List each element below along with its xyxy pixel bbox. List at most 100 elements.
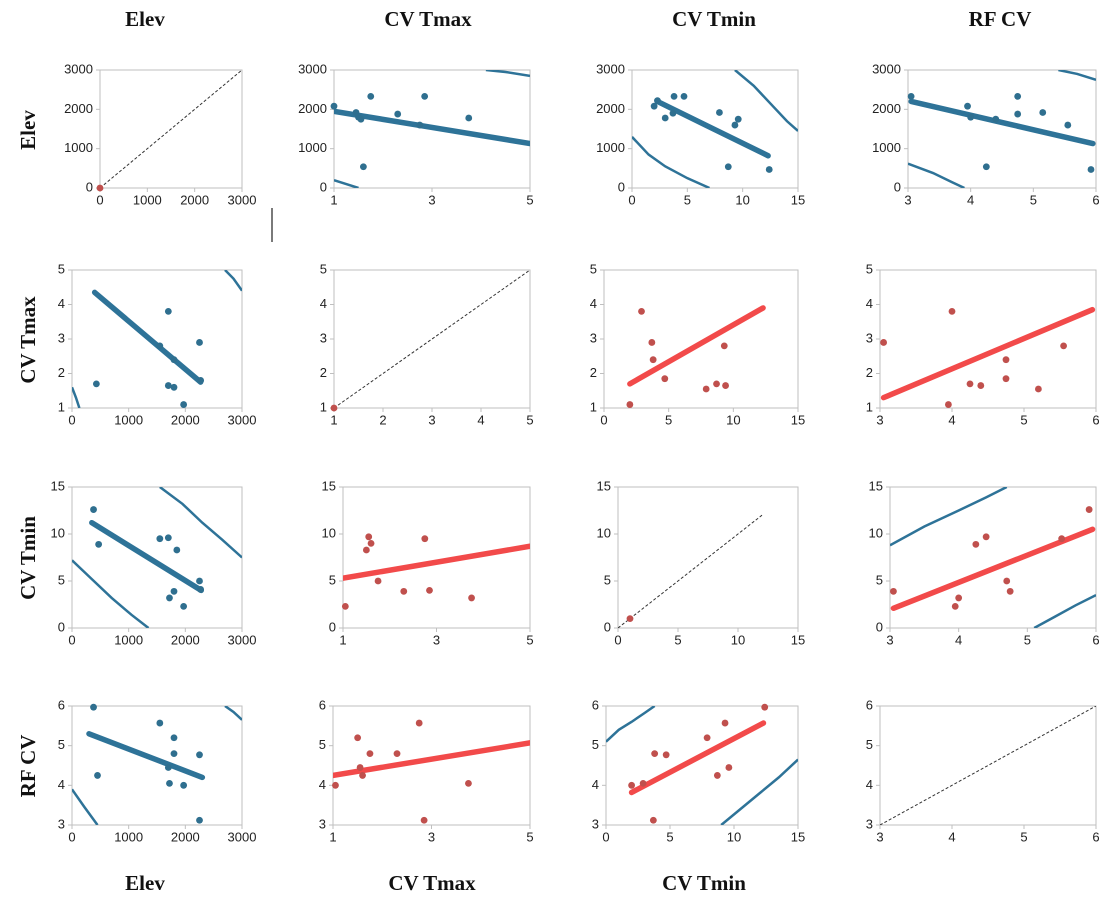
point <box>354 734 362 742</box>
column-title: CV Tmin <box>672 7 756 31</box>
point <box>170 750 178 757</box>
x-tick-label: 0 <box>628 192 635 207</box>
point <box>948 308 956 315</box>
panel: 3 4 5 6 0 5 10 15 <box>869 478 1100 647</box>
y-tick-label: 4 <box>866 777 873 792</box>
point <box>415 719 423 727</box>
point <box>360 163 367 171</box>
y-tick-label: 2000 <box>872 101 901 116</box>
plot-area <box>72 487 242 628</box>
row-title: Elev <box>16 110 40 150</box>
fit-line <box>880 306 1096 401</box>
bottom-title: Elev <box>125 871 165 895</box>
y-tick-label: 0 <box>604 619 611 634</box>
y-tick-label: 0 <box>618 179 625 194</box>
x-tick-label: 4 <box>948 412 955 427</box>
x-tick-label: 5 <box>526 632 533 647</box>
y-tick-label: 3 <box>592 816 599 831</box>
point <box>765 166 773 173</box>
plot-frame <box>605 705 799 826</box>
point <box>170 356 178 364</box>
point <box>1006 587 1014 595</box>
point <box>180 602 188 610</box>
y-tick-label: 5 <box>866 261 873 276</box>
reference-line <box>880 706 1096 825</box>
y-tick-label: 10 <box>51 525 65 540</box>
fit-line <box>334 108 530 147</box>
plot-area <box>908 70 1096 188</box>
point <box>649 356 657 364</box>
y-tick-label: 1 <box>320 399 327 414</box>
reference-line <box>100 70 242 188</box>
point <box>890 587 897 595</box>
y-tick-label: 1 <box>590 399 597 414</box>
point <box>964 102 971 110</box>
fit-line <box>627 305 766 387</box>
point <box>734 115 742 123</box>
point <box>393 750 401 757</box>
point <box>654 97 661 105</box>
point <box>1060 342 1067 350</box>
point <box>196 339 203 346</box>
point <box>197 586 205 593</box>
y-tick-label: 0 <box>58 619 65 634</box>
point <box>721 719 729 727</box>
point <box>332 781 339 789</box>
x-tick-label: 3000 <box>228 829 257 844</box>
point <box>731 121 739 129</box>
panel: 1 2 3 4 5 1 2 3 4 5 <box>320 261 534 427</box>
x-tick-label: 0 <box>68 412 75 427</box>
x-tick-label: 1000 <box>114 632 143 647</box>
y-tick-label: 2000 <box>596 101 625 116</box>
y-tick-label: 3000 <box>64 61 93 76</box>
point <box>1035 385 1042 393</box>
plot-area <box>333 740 530 779</box>
point <box>166 594 173 602</box>
y-tick-label: 4 <box>590 296 597 311</box>
point <box>367 540 375 547</box>
point <box>330 102 338 110</box>
point <box>95 540 103 548</box>
plot-frame <box>879 705 1097 826</box>
x-tick-label: 0 <box>68 829 75 844</box>
point <box>880 339 887 346</box>
point <box>1058 535 1066 543</box>
point <box>94 772 101 779</box>
point <box>156 535 164 543</box>
x-tick-label: 5 <box>665 412 672 427</box>
point <box>761 703 769 711</box>
point <box>661 375 669 383</box>
point <box>156 719 164 727</box>
point <box>164 382 172 389</box>
y-tick-label: 1 <box>866 399 873 414</box>
y-tick-label: 0 <box>894 179 901 194</box>
x-tick-label: 4 <box>967 192 974 207</box>
y-tick-label: 2 <box>320 365 327 380</box>
y-tick-label: 0 <box>320 179 327 194</box>
x-tick-label: 0 <box>602 829 609 844</box>
point <box>1002 356 1010 364</box>
y-tick-label: 3 <box>58 816 65 831</box>
point <box>92 380 100 388</box>
confidence-curve <box>72 788 99 825</box>
panel: 0 5 10 15 3 4 5 6 <box>592 697 805 844</box>
y-tick-label: 0 <box>876 619 883 634</box>
point <box>421 92 429 100</box>
x-tick-label: 2 <box>379 412 386 427</box>
y-tick-label: 2000 <box>298 101 327 116</box>
point <box>724 163 732 171</box>
point <box>626 401 634 408</box>
point <box>400 587 408 595</box>
point <box>713 380 720 388</box>
x-tick-label: 3 <box>428 192 435 207</box>
x-tick-label: 0 <box>68 632 75 647</box>
y-tick-label: 5 <box>592 737 599 752</box>
y-tick-label: 6 <box>866 697 873 712</box>
panel: 1 3 5 0 5 10 15 <box>322 478 534 647</box>
point <box>420 816 428 824</box>
point <box>720 342 728 350</box>
point <box>465 779 472 787</box>
x-tick-label: 10 <box>726 412 740 427</box>
confidence-curve <box>890 487 1008 547</box>
plot-frame <box>71 705 243 826</box>
